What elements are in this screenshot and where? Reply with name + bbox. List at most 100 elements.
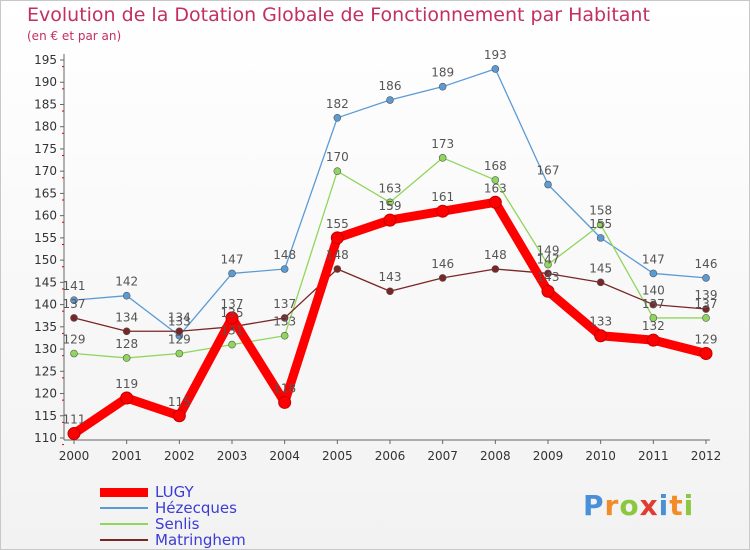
legend-swatch	[100, 487, 148, 497]
data-label: 159	[379, 199, 402, 213]
y-tick-label: 180	[34, 120, 57, 134]
y-tick-label: 190	[34, 75, 57, 89]
series-senlis	[70, 154, 710, 362]
data-label: 133	[273, 315, 296, 329]
data-label: 147	[221, 252, 244, 266]
data-label: 131	[221, 324, 244, 338]
x-tick-label: 2001	[111, 449, 142, 463]
data-label: 146	[695, 257, 718, 271]
data-point	[488, 195, 502, 209]
data-label: 143	[537, 270, 560, 284]
data-point	[702, 314, 710, 322]
y-tick-label: 160	[34, 209, 57, 223]
y-tick-label: 175	[34, 142, 57, 156]
data-label: 170	[326, 150, 349, 164]
data-point	[699, 347, 713, 361]
data-label: 158	[589, 204, 612, 218]
data-label: 167	[537, 164, 560, 178]
y-tick-label: 165	[34, 186, 57, 200]
x-tick-label: 2003	[217, 449, 248, 463]
legend-label: Hézecques	[155, 499, 237, 517]
data-point	[172, 409, 186, 423]
data-label: 137	[273, 297, 296, 311]
logo-letter: o	[619, 489, 640, 522]
data-label: 140	[642, 284, 665, 298]
x-tick-label: 2009	[533, 449, 564, 463]
x-tick-label: 2008	[480, 449, 511, 463]
logo-letter: t	[669, 489, 684, 522]
data-label: 146	[431, 257, 454, 271]
data-point	[491, 65, 500, 73]
data-point	[280, 314, 289, 322]
y-tick-label: 115	[34, 409, 57, 423]
data-point	[122, 327, 131, 336]
data-point	[386, 96, 394, 104]
data-label: 118	[273, 381, 296, 395]
data-label: 168	[484, 159, 507, 173]
data-label: 129	[695, 333, 718, 347]
series-lugy	[67, 195, 713, 441]
data-point	[333, 265, 342, 273]
data-point	[122, 354, 131, 362]
data-label: 119	[115, 377, 138, 391]
data-label: 148	[326, 248, 349, 262]
data-label: 148	[273, 248, 296, 262]
data-label: 143	[379, 270, 402, 284]
data-label: 142	[115, 275, 138, 289]
y-tick-label: 135	[34, 320, 57, 334]
data-label: 163	[379, 181, 402, 195]
data-label: 128	[115, 337, 138, 351]
data-label: 186	[379, 79, 402, 93]
data-label: 137	[221, 297, 244, 311]
data-point	[386, 198, 394, 207]
data-label: 133	[168, 315, 191, 329]
logo-letter: P	[583, 489, 605, 522]
data-label: 111	[63, 413, 86, 427]
chart-title: Evolution de la Dotation Globale de Fonc…	[27, 4, 650, 26]
legend-swatch	[100, 539, 148, 541]
data-point	[280, 265, 289, 273]
data-label: 139	[695, 288, 718, 302]
proxiti-logo: Proxiti	[583, 489, 694, 522]
data-point	[120, 391, 134, 405]
data-point	[225, 311, 239, 325]
data-label: 129	[168, 333, 191, 347]
logo-letter: x	[639, 489, 659, 522]
data-label: 182	[326, 97, 349, 111]
data-label: 147	[537, 252, 560, 266]
data-label: 149	[537, 244, 560, 258]
data-labels: 141 142 133 147 148 182 186 189 193 167 155 147 146 1…	[63, 48, 718, 427]
data-point	[330, 231, 344, 245]
x-tick-label: 2010	[585, 449, 616, 463]
logo-letter: r	[604, 489, 620, 522]
data-label: 137	[63, 297, 86, 311]
data-point	[436, 204, 450, 218]
data-point	[438, 82, 447, 91]
x-tick-label: 2012	[691, 449, 722, 463]
x-tick-label: 2005	[322, 449, 353, 463]
data-point	[333, 114, 342, 122]
data-point	[596, 278, 605, 287]
data-point	[702, 274, 710, 282]
y-tick-label: 155	[34, 231, 57, 245]
data-point	[594, 329, 608, 343]
data-label: 189	[431, 66, 454, 80]
legend-swatch	[100, 507, 148, 509]
series-matringhem	[70, 265, 710, 336]
data-label: 132	[642, 319, 665, 333]
series-layer	[67, 65, 713, 441]
data-point	[67, 427, 81, 441]
data-point	[278, 395, 292, 409]
series-hezecques	[70, 65, 710, 340]
data-point	[649, 314, 658, 322]
data-point	[596, 220, 605, 229]
data-point	[491, 176, 500, 184]
data-label: 161	[431, 190, 454, 204]
x-tick-label: 2000	[59, 449, 90, 463]
data-label: 193	[484, 48, 507, 62]
data-label: 134	[115, 310, 138, 324]
data-label: 163	[484, 181, 507, 195]
legend-label: Matringhem	[155, 531, 246, 549]
